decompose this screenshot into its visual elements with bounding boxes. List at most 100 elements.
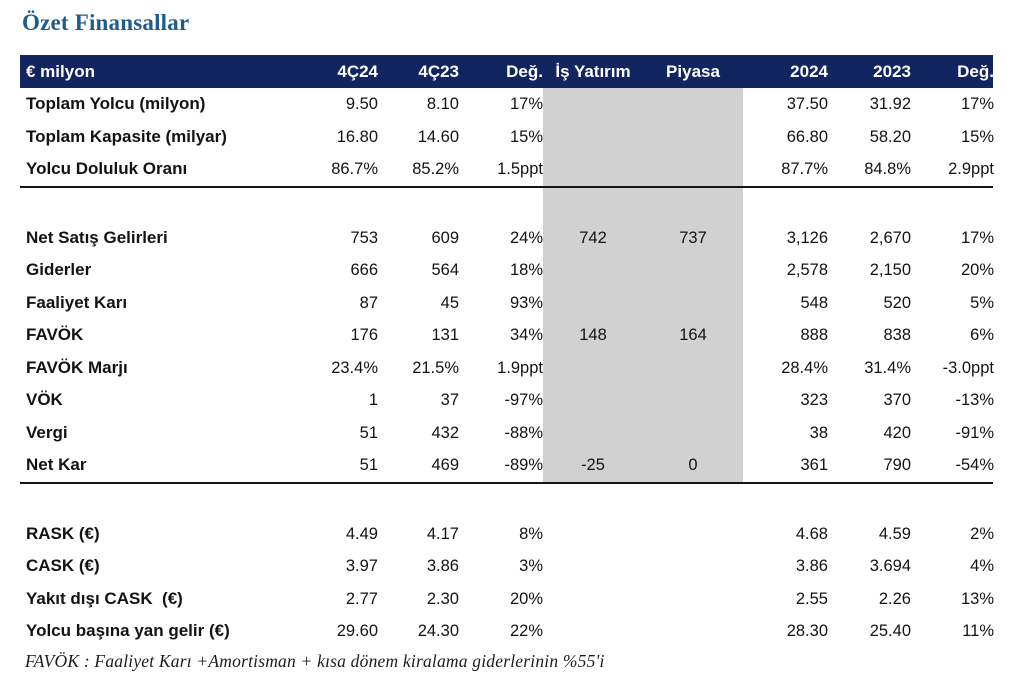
value-cell: 15% [960,127,994,146]
value-cell [643,615,743,648]
table-row: Yolcu başına yan gelir (€) 29.60 24.30 22% 2… [20,615,994,648]
value-cell: -13% [955,391,994,409]
value-cell: 24.30 [417,622,459,640]
value-cell [543,120,643,153]
row-label: Giderler [26,260,92,279]
value-cell: 31.92 [869,95,911,113]
table-header-row: € milyon 4Ç24 4Ç23 Değ. İş Yatırım Piyasa 2024… [20,55,994,88]
spacer-cell [643,187,743,222]
value-cell: 2.77 [345,589,378,608]
table-row: Toplam Yolcu (milyon) 9.50 8.10 17% 37.50 31.… [20,88,994,121]
row-label: Yolcu Doluluk Oranı [26,159,188,178]
spacer-cell [20,188,316,222]
spacer-cell [543,187,643,222]
value-cell: 20% [509,589,543,608]
value-cell: 2.9ppt [948,160,994,178]
value-cell: 8.10 [426,95,459,113]
value-cell [543,153,643,186]
value-cell: 2,578 [786,261,828,279]
value-cell: 45 [440,293,459,312]
row-label: Net Satış Gelirleri [26,227,168,247]
value-cell [643,254,743,287]
value-cell: 13% [960,589,994,608]
spacer-cell [543,484,643,518]
value-cell: 4% [970,557,994,575]
value-cell: 2.26 [878,589,911,608]
value-cell: 17% [960,95,994,113]
value-cell: 28.30 [786,622,828,640]
value-cell: 15% [509,127,543,146]
value-cell: 86.7% [331,160,378,178]
value-cell: -89% [504,456,543,474]
row-label: FAVÖK Marjı [26,357,128,377]
value-cell: -97% [504,391,543,409]
value-cell: 17% [960,228,994,247]
header-cell: İş Yatırım [555,62,631,81]
spacer-cell [911,484,994,518]
value-cell: 548 [800,293,828,312]
value-cell: 16.80 [336,127,378,146]
value-cell: 14.60 [417,127,459,146]
value-cell: 2% [970,524,994,543]
value-cell: -91% [955,423,994,442]
value-cell: 5% [970,293,994,312]
value-cell: 93% [509,293,543,312]
value-cell: 2,670 [869,228,911,247]
value-cell: 888 [800,326,828,344]
table-body: Toplam Yolcu (milyon) 9.50 8.10 17% 37.50 31.… [20,88,994,648]
table-row: Faaliyet Karı 87 45 93% 548 520 5% [20,286,994,319]
value-cell: 609 [431,228,459,247]
value-cell: 3,126 [786,228,828,247]
value-cell: 520 [883,293,911,312]
value-cell: 790 [883,456,911,474]
value-cell: 85.2% [412,160,459,178]
value-cell [543,550,643,583]
value-cell: 1 [368,391,378,409]
value-cell: 0 [643,449,743,482]
value-cell: 148 [543,319,643,352]
value-cell: 58.20 [869,127,911,146]
value-cell: 51 [359,423,378,442]
spacer-cell [378,484,459,518]
value-cell: 176 [350,326,378,344]
row-label: Toplam Yolcu (milyon) [26,94,206,113]
value-cell: 4.68 [795,524,828,543]
table-row: Yolcu Doluluk Oranı 86.7% 85.2% 1.5ppt 87.7%… [20,153,994,186]
value-cell: 11% [962,622,994,640]
spacer-cell [911,188,994,222]
spacer-cell [316,188,378,222]
value-cell: 87.7% [781,160,828,178]
header-cell: 2023 [873,62,911,81]
row-label: Toplam Kapasite (milyar) [26,126,227,146]
value-cell: -54% [955,456,994,474]
spacer-cell [743,484,828,518]
spacer-cell [459,188,543,222]
table-row: Yakıt dışı CASK (€) 2.77 2.30 20% 2.55 2.26 13… [20,583,994,616]
value-cell [643,384,743,417]
value-cell: 2,150 [869,261,911,279]
spacer-cell [459,484,543,518]
value-cell [543,518,643,551]
header-cell: € milyon [26,62,95,81]
section-divider [20,185,993,188]
table-row: Vergi 51 432 -88% 38 420 -91% [20,416,994,449]
value-cell: 1.5ppt [497,160,543,178]
table-row: Net Satış Gelirleri 753 609 24% 742 737 3,126 2… [20,221,994,254]
row-label: VÖK [26,390,63,409]
value-cell: 361 [800,456,828,474]
header-cell: Değ. [506,62,543,81]
table-row: CASK (€) 3.97 3.86 3% 3.86 3.694 4% [20,550,994,583]
value-cell [643,153,743,186]
value-cell: 31.4% [864,358,911,377]
value-cell [643,416,743,449]
row-label: CASK (€) [26,556,100,575]
value-cell: 24% [509,228,543,247]
value-cell: 838 [883,326,911,344]
value-cell: 34% [509,326,543,344]
value-cell [643,88,743,121]
spacer-cell [828,484,911,518]
table-row: Giderler 666 564 18% 2,578 2,150 20% [20,254,994,287]
value-cell: 25.40 [869,622,911,640]
value-cell: 4.17 [426,524,459,543]
